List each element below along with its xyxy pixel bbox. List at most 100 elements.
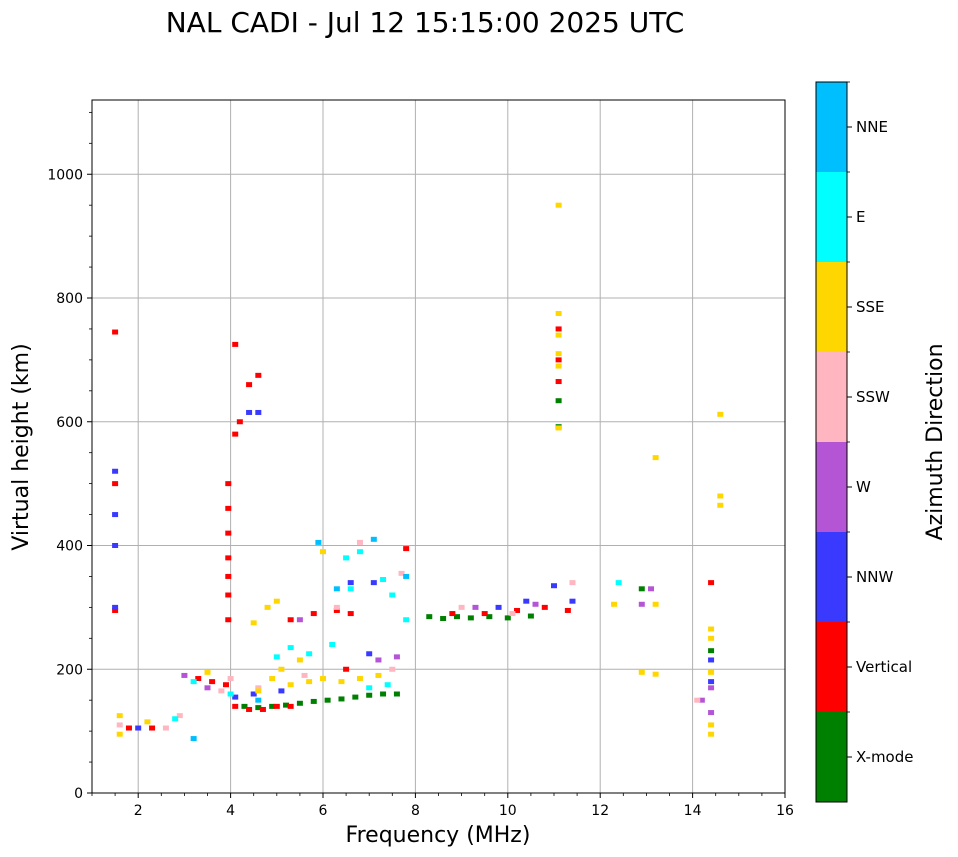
data-point [708,648,715,654]
data-point [149,725,156,731]
data-point [227,676,234,682]
data-point [380,577,387,583]
data-point [555,351,562,357]
data-point [287,617,294,623]
data-point [255,685,262,691]
data-point [564,607,571,613]
tick-layer: 2 4 6 8 10 12 14 16 0 200 400 600 800 1000 [47,111,794,819]
data-point [246,382,253,388]
data-point [555,363,562,369]
y-tick-label: 600 [56,415,83,431]
data-point [116,731,123,737]
data-point [347,611,354,617]
data-point [306,651,313,657]
data-point [708,679,715,685]
y-tick-label: 200 [56,662,83,678]
colorbar-label: SSE [856,298,885,316]
data-point [296,700,303,706]
data-point [648,586,655,592]
data-point [241,703,248,709]
data-point [708,710,715,716]
x-tick-label: 4 [226,803,235,819]
data-point [347,580,354,586]
data-point [393,654,400,660]
data-point [555,357,562,363]
data-point [232,341,239,347]
data-point [708,635,715,641]
series-nnw [112,409,715,731]
data-point [495,604,502,610]
data-point [472,604,479,610]
data-point [347,586,354,592]
series-sse [116,202,724,737]
colorbar-segment [816,712,847,802]
data-point [708,685,715,691]
data-point [638,601,645,607]
x-tick-label: 12 [591,803,609,819]
data-point [555,202,562,208]
data-point [273,703,280,709]
data-point [555,425,562,431]
data-point [380,691,387,697]
colorbar-label: Vertical [856,658,912,676]
data-point [204,685,211,691]
data-point [320,676,326,682]
data-point [652,671,659,677]
data-point [255,705,262,711]
data-point [283,702,290,708]
y-tick-label: 800 [56,291,83,307]
data-point [255,409,262,415]
data-point [112,329,119,335]
data-point [112,543,119,548]
data-point [172,716,179,722]
data-point [569,598,576,604]
data-point [514,607,521,613]
data-point [403,546,410,552]
data-point [555,379,562,385]
data-point [343,666,350,672]
data-point [356,539,363,545]
data-point [112,604,119,610]
data-point [250,691,257,697]
x-tick-label: 2 [134,803,143,819]
data-point [320,549,326,555]
data-point [225,617,232,623]
data-point [708,657,715,663]
y-axis-title: Virtual height (km) [9,343,34,550]
data-point [356,676,363,682]
x-tick-label: 8 [411,803,420,819]
data-point [389,592,396,598]
data-point [259,706,266,712]
data-point [440,616,447,622]
colorbar: X-mode Vertical NNW W SSW SSE E NNE [815,81,913,803]
colorbar-label: SSW [856,388,890,406]
colorbar-label: NNE [856,118,888,136]
data-point [246,409,253,415]
data-point [287,682,294,688]
data-point [370,536,377,542]
data-point [638,669,645,675]
data-point [278,666,285,672]
data-point [116,713,123,719]
data-point [393,691,400,697]
data-point [112,512,119,518]
data-point [273,654,280,660]
data-point [541,604,548,610]
data-point [225,555,232,561]
data-point [135,725,142,731]
data-point [652,455,659,461]
data-point [209,679,216,685]
colorbar-segment [816,622,847,712]
data-point [384,682,391,688]
data-point [509,611,516,617]
data-point [125,725,132,731]
data-point [652,601,659,607]
data-point [403,573,410,579]
data-point [255,697,262,703]
data-point [232,703,239,709]
data-point [481,611,488,617]
data-point [225,505,232,511]
colorbar-label: X-mode [856,748,913,766]
data-point [255,688,262,694]
data-point [527,613,534,619]
